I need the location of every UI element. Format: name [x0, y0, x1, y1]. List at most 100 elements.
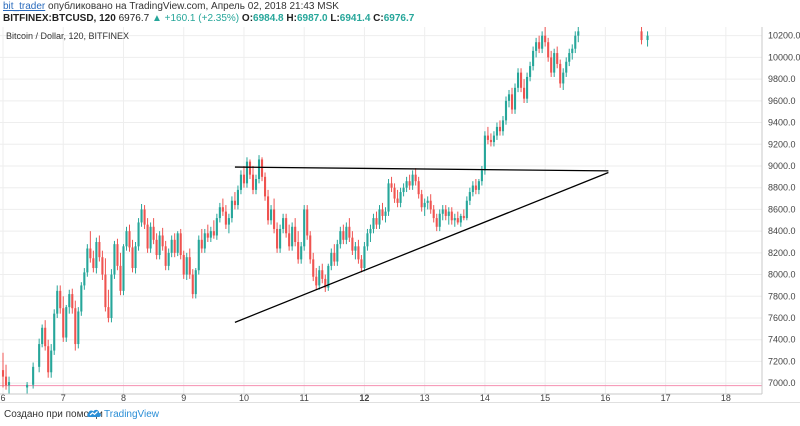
candle-body	[486, 135, 489, 140]
candle-body	[270, 209, 273, 221]
high-label: H:	[286, 13, 297, 24]
candle-body	[176, 233, 179, 253]
candle-body	[110, 274, 113, 318]
candle-body	[267, 196, 270, 221]
candle-body	[236, 189, 239, 206]
candle-body	[423, 202, 426, 208]
candle	[167, 248, 170, 271]
candle	[203, 228, 206, 253]
candle	[345, 222, 348, 245]
candle-body	[137, 222, 140, 247]
candle-body	[276, 228, 279, 249]
candle	[251, 165, 255, 195]
candle-body	[523, 87, 526, 99]
last-price: 6976.7	[118, 13, 150, 24]
candle-body	[221, 207, 224, 212]
candle	[532, 46, 535, 71]
candle	[646, 31, 649, 47]
candle-body	[565, 61, 568, 73]
candle	[179, 228, 182, 260]
y-tick-label: 7800.0	[768, 291, 796, 301]
tradingview-cloud-icon[interactable]	[86, 406, 102, 425]
candle	[372, 213, 375, 234]
candle	[435, 213, 438, 232]
candle	[212, 220, 215, 239]
candle-body	[360, 259, 363, 269]
candle	[553, 48, 556, 77]
candle	[257, 155, 261, 184]
candle-body	[420, 194, 423, 208]
candle	[513, 83, 517, 114]
candle	[556, 46, 559, 69]
candle-body	[297, 241, 300, 260]
candle-body	[459, 215, 462, 223]
candle-body	[291, 226, 294, 247]
candle-body	[550, 57, 553, 73]
candle	[483, 131, 486, 175]
candle-body	[131, 247, 134, 269]
candlestick-chart[interactable]: 7000.0 7200.0 7400.0 7600.0 7800.0 8000.0 8200…	[0, 27, 800, 402]
candle	[152, 218, 155, 245]
y-tick-label: 8600.0	[768, 204, 796, 214]
candle-body	[354, 246, 357, 251]
candle-body	[309, 235, 312, 260]
candle	[56, 285, 59, 318]
candle-body	[122, 246, 125, 291]
candle-body	[56, 290, 59, 314]
symbol-label: BITFINEX:BTCUSD, 120	[3, 13, 116, 24]
candle-body	[227, 218, 230, 225]
candle	[50, 344, 53, 378]
candle-body	[188, 257, 191, 275]
candle-body	[568, 53, 571, 62]
candle	[423, 198, 426, 216]
candle	[4, 364, 8, 390]
candle-body	[65, 307, 68, 338]
candle-body	[273, 209, 276, 229]
candle	[77, 307, 80, 349]
tradingview-brand[interactable]: TradingView	[104, 409, 160, 420]
candle-body	[571, 48, 574, 54]
candle-body	[107, 307, 110, 318]
candle-body	[345, 226, 348, 240]
candle	[245, 157, 249, 188]
candle	[276, 222, 279, 253]
candle-body	[333, 252, 336, 262]
candle-body	[384, 211, 387, 216]
candle-body	[375, 218, 378, 225]
candle-body	[140, 209, 143, 223]
candle	[640, 27, 643, 45]
candle-body	[1, 370, 5, 377]
author-link[interactable]: bit_trader	[3, 1, 46, 12]
candle	[336, 239, 339, 266]
candle-body	[474, 185, 477, 190]
close-label: C:	[373, 13, 384, 24]
candle-body	[245, 161, 249, 184]
candle-body	[71, 294, 74, 309]
candle	[375, 211, 378, 229]
y-tick-label: 9200.0	[768, 139, 796, 149]
candle	[318, 265, 321, 290]
close-value: 6976.7	[383, 13, 415, 24]
candle	[131, 239, 134, 273]
publish-info: bit_trader опубликовано на TradingView.c…	[3, 1, 339, 12]
candle	[486, 126, 489, 145]
candle	[47, 339, 50, 378]
candle-body	[381, 209, 384, 216]
candle-body	[26, 384, 29, 388]
candle	[330, 248, 333, 271]
candle-body	[152, 226, 155, 240]
candle-body	[414, 174, 417, 182]
candle-body	[456, 218, 459, 223]
candle	[224, 205, 227, 229]
candle	[71, 288, 74, 314]
candle-body	[173, 239, 176, 253]
candle-body	[47, 346, 50, 373]
candle-body	[116, 244, 119, 266]
candle-body	[185, 257, 188, 275]
candle	[44, 320, 47, 351]
candle-body	[209, 231, 212, 238]
candle	[110, 269, 113, 323]
candle	[134, 241, 137, 274]
candle	[405, 176, 408, 193]
candle-body	[438, 213, 441, 227]
